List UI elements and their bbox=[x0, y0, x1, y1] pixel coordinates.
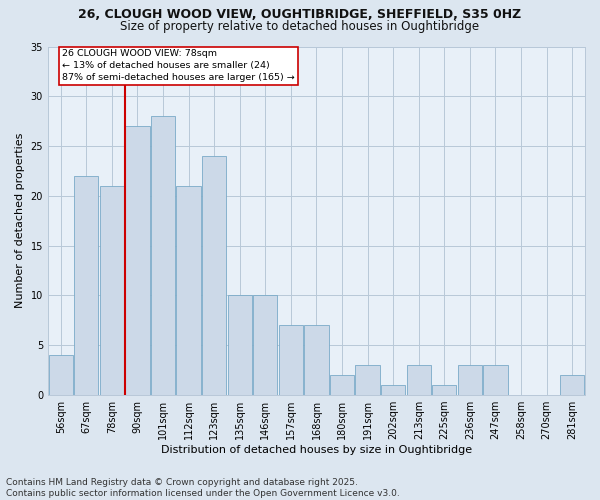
Bar bbox=[458, 365, 482, 395]
Bar bbox=[432, 385, 457, 395]
Bar bbox=[279, 326, 303, 395]
Y-axis label: Number of detached properties: Number of detached properties bbox=[15, 133, 25, 308]
Bar bbox=[202, 156, 226, 395]
Bar bbox=[74, 176, 98, 395]
Bar bbox=[381, 385, 406, 395]
Bar bbox=[407, 365, 431, 395]
Text: Size of property relative to detached houses in Oughtibridge: Size of property relative to detached ho… bbox=[121, 20, 479, 33]
Bar bbox=[125, 126, 149, 395]
Bar bbox=[151, 116, 175, 395]
Bar bbox=[304, 326, 329, 395]
Bar bbox=[560, 375, 584, 395]
Text: 26, CLOUGH WOOD VIEW, OUGHTIBRIDGE, SHEFFIELD, S35 0HZ: 26, CLOUGH WOOD VIEW, OUGHTIBRIDGE, SHEF… bbox=[79, 8, 521, 20]
Text: 26 CLOUGH WOOD VIEW: 78sqm
← 13% of detached houses are smaller (24)
87% of semi: 26 CLOUGH WOOD VIEW: 78sqm ← 13% of deta… bbox=[62, 50, 295, 82]
Text: Contains HM Land Registry data © Crown copyright and database right 2025.
Contai: Contains HM Land Registry data © Crown c… bbox=[6, 478, 400, 498]
Bar bbox=[100, 186, 124, 395]
Bar bbox=[176, 186, 201, 395]
X-axis label: Distribution of detached houses by size in Oughtibridge: Distribution of detached houses by size … bbox=[161, 445, 472, 455]
Bar bbox=[330, 375, 354, 395]
Bar bbox=[355, 365, 380, 395]
Bar bbox=[253, 296, 277, 395]
Bar bbox=[227, 296, 252, 395]
Bar bbox=[484, 365, 508, 395]
Bar bbox=[49, 355, 73, 395]
